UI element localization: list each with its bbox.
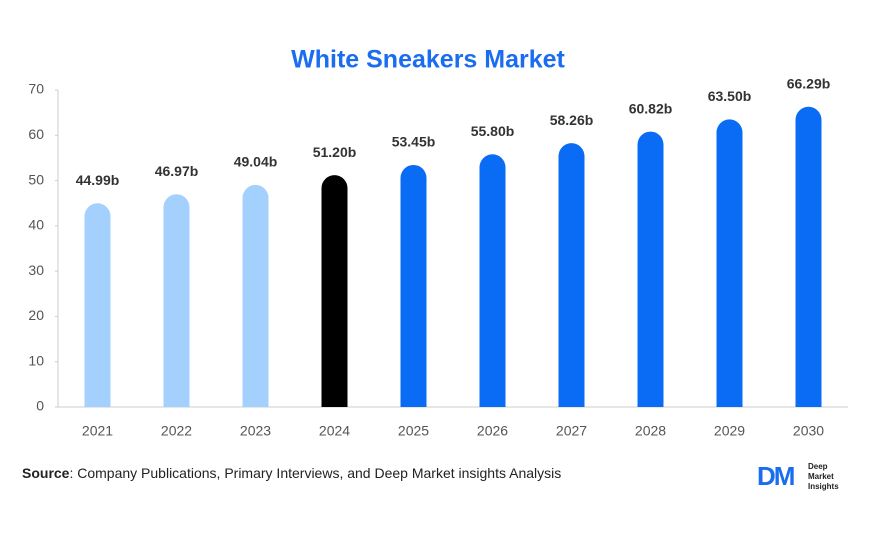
source-label: Source: [22, 465, 70, 481]
value-label: 63.50b: [708, 88, 752, 104]
bar: [163, 194, 190, 407]
value-label: 46.97b: [155, 163, 199, 179]
chart-title: White Sneakers Market: [291, 46, 565, 74]
bar: [242, 184, 269, 407]
x-tick-label: 2022: [161, 423, 192, 439]
bar: [400, 164, 427, 407]
y-tick-label: 30: [28, 262, 44, 278]
bar: [558, 143, 585, 407]
y-tick-label: 70: [28, 81, 44, 97]
bar: [84, 203, 111, 407]
x-tick-label: 2024: [319, 423, 350, 439]
x-tick-label: 2029: [714, 423, 745, 439]
x-tick-label: 2028: [635, 423, 666, 439]
value-label: 51.20b: [313, 144, 357, 160]
logo-text: Market: [808, 472, 834, 481]
y-tick-label: 0: [36, 398, 44, 414]
logo-mark: DM: [757, 461, 794, 491]
x-tick-label: 2026: [477, 423, 508, 439]
bar: [716, 119, 743, 407]
source: Source: Company Publications, Primary In…: [22, 465, 561, 481]
bar: [795, 106, 822, 408]
value-label: 49.04b: [234, 154, 278, 170]
value-label: 66.29b: [787, 76, 831, 92]
x-tick-label: 2030: [793, 423, 824, 439]
value-label: 60.82b: [629, 100, 673, 116]
source-text: : Company Publications, Primary Intervie…: [69, 465, 561, 481]
bar: [321, 175, 348, 407]
logo-text: Insights: [808, 482, 839, 491]
bar: [637, 131, 664, 408]
x-tick-label: 2027: [556, 423, 587, 439]
y-tick-label: 60: [28, 126, 44, 142]
logo-text: Deep: [808, 462, 828, 471]
y-tick-label: 50: [28, 171, 44, 187]
x-tick-label: 2025: [398, 423, 429, 439]
y-tick-label: 40: [28, 217, 44, 233]
x-tick-label: 2023: [240, 423, 271, 439]
value-label: 53.45b: [392, 134, 436, 150]
x-tick-label: 2021: [82, 423, 113, 439]
bar: [479, 154, 506, 407]
y-tick-label: 20: [28, 307, 44, 323]
value-label: 58.26b: [550, 112, 594, 128]
value-label: 55.80b: [471, 123, 515, 139]
y-tick-label: 10: [28, 352, 44, 368]
value-label: 44.99b: [76, 172, 120, 188]
